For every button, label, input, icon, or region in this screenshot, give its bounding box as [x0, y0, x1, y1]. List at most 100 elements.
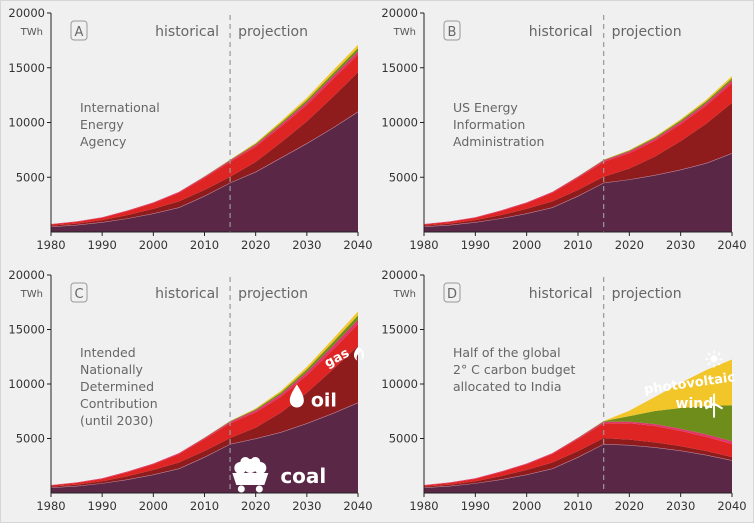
area-oil	[51, 345, 358, 488]
projection-label: projection	[238, 24, 308, 40]
wind-annotation: wind	[676, 396, 714, 412]
cart-wheel-icon	[255, 485, 263, 493]
y-tick-label: 15000	[381, 61, 418, 75]
x-tick-label: 2020	[241, 499, 270, 513]
coal-cart-icon	[232, 473, 269, 485]
gas-flame-icon	[354, 346, 365, 361]
coal-annotation: coal	[280, 464, 326, 488]
coal-lump-icon	[240, 457, 251, 467]
scenario-note-line: Information	[453, 117, 525, 132]
y-tick-label: 5000	[16, 170, 45, 184]
scenario-note-line: International	[80, 100, 160, 115]
area-coal	[51, 111, 358, 232]
y-tick-label: 10000	[8, 116, 45, 130]
x-tick-label: 1990	[88, 238, 117, 252]
y-tick-label: 5000	[389, 432, 418, 446]
x-tick-label: 1980	[409, 499, 438, 513]
area-oil	[424, 102, 732, 227]
x-tick-label: 2010	[563, 238, 592, 252]
panel-c: 1980 1990 2000 2010 2020 2030 2040 5000 10000 150…	[8, 268, 372, 513]
y-tick-label: 20000	[381, 268, 418, 282]
x-tick-label: 2020	[241, 238, 270, 252]
y-tick-label: 15000	[8, 61, 45, 75]
x-tick-label: 2010	[190, 238, 219, 252]
scenario-note-line: Administration	[453, 134, 544, 149]
panel-label: D	[447, 287, 457, 302]
y-tick-label: 20000	[381, 6, 418, 20]
projection-label: projection	[238, 286, 308, 302]
scenario-note-line: Agency	[80, 134, 127, 149]
area-coal	[51, 402, 358, 493]
y-tick-label: 5000	[16, 432, 45, 446]
panel-label-box	[70, 282, 88, 303]
x-tick-label: 2020	[615, 499, 644, 513]
oil-annotation: oil	[311, 390, 337, 412]
y-tick-label: 10000	[381, 377, 418, 391]
x-tick-label: 2000	[139, 499, 168, 513]
scenario-note-line: US Energy	[453, 100, 518, 115]
cart-wheel-icon	[237, 485, 245, 493]
x-tick-label: 2040	[343, 238, 372, 252]
y-unit-label: TWh	[20, 289, 43, 300]
y-unit-label: TWh	[20, 27, 43, 38]
x-tick-label: 2030	[292, 238, 321, 252]
panel-d: 1980 1990 2000 2010 2020 2030 2040 5000 10000 150…	[381, 268, 746, 513]
x-tick-label: 1980	[409, 238, 438, 252]
area-coal	[424, 443, 732, 493]
x-tick-label: 2020	[615, 238, 644, 252]
sun-ray	[707, 352, 711, 356]
sun-ray	[707, 362, 711, 366]
panel-label-box	[70, 20, 88, 41]
x-tick-label: 2030	[666, 238, 695, 252]
y-tick-label: 20000	[8, 268, 45, 282]
x-tick-label: 2040	[717, 499, 746, 513]
x-tick-label: 1980	[36, 238, 65, 252]
turbine-blade	[713, 402, 724, 410]
y-unit-label: TWh	[393, 289, 416, 300]
scenario-note-line: Determined	[80, 379, 154, 394]
panel-label: B	[448, 25, 457, 40]
panel-a: 1980 1990 2000 2010 2020 2030 2040 5000 10000 150…	[8, 6, 372, 252]
x-tick-label: 1980	[36, 499, 65, 513]
x-tick-label: 2030	[666, 499, 695, 513]
area-wind	[424, 405, 732, 486]
y-unit-label: TWh	[393, 27, 416, 38]
x-tick-label: 2010	[190, 499, 219, 513]
panel-label: C	[74, 287, 83, 302]
y-tick-label: 20000	[8, 6, 45, 20]
x-tick-label: 2030	[292, 499, 321, 513]
area-gas	[424, 423, 732, 487]
sun-icon	[710, 355, 718, 363]
scenario-note-line: allocated to India	[453, 379, 561, 394]
historical-label: historical	[155, 286, 219, 302]
scenario-note-line: Contribution	[80, 396, 158, 411]
oil-drop-icon	[289, 384, 304, 408]
panel-b: 1980 1990 2000 2010 2020 2030 2040 5000 10000 150…	[381, 6, 746, 252]
projection-label: projection	[612, 286, 682, 302]
y-tick-label: 10000	[8, 377, 45, 391]
x-tick-label: 1990	[461, 499, 490, 513]
y-tick-label: 15000	[381, 323, 418, 337]
scenario-note-line: Nationally	[80, 362, 144, 377]
x-tick-label: 2010	[563, 499, 592, 513]
scenario-note-line: Half of the global	[453, 345, 561, 360]
historical-label: historical	[529, 286, 593, 302]
scenario-note-line: Intended	[80, 345, 136, 360]
scenario-note-line: (until 2030)	[80, 413, 153, 428]
scenario-note-line: 2° C carbon budget	[453, 362, 575, 377]
turbine-blade	[705, 402, 715, 410]
area-oil	[51, 72, 358, 227]
x-tick-label: 2000	[139, 238, 168, 252]
sun-ray	[717, 352, 721, 356]
area-coal	[424, 153, 732, 232]
scenario-note-line: Energy	[80, 117, 124, 132]
y-tick-label: 5000	[389, 170, 418, 184]
x-tick-label: 2040	[717, 238, 746, 252]
sun-ray	[717, 362, 721, 366]
projection-label: projection	[612, 24, 682, 40]
x-tick-label: 2040	[343, 499, 372, 513]
historical-label: historical	[155, 24, 219, 40]
historical-label: historical	[529, 24, 593, 40]
